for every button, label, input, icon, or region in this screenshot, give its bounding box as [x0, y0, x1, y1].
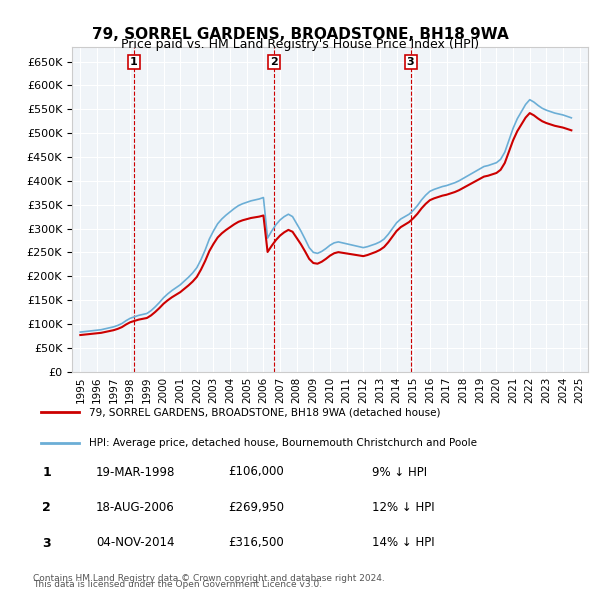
- Text: 14% ↓ HPI: 14% ↓ HPI: [372, 536, 434, 549]
- Text: 79, SORREL GARDENS, BROADSTONE, BH18 9WA (detached house): 79, SORREL GARDENS, BROADSTONE, BH18 9WA…: [89, 407, 441, 417]
- Text: This data is licensed under the Open Government Licence v3.0.: This data is licensed under the Open Gov…: [33, 580, 322, 589]
- Text: 79, SORREL GARDENS, BROADSTONE, BH18 9WA: 79, SORREL GARDENS, BROADSTONE, BH18 9WA: [92, 27, 508, 41]
- Text: HPI: Average price, detached house, Bournemouth Christchurch and Poole: HPI: Average price, detached house, Bour…: [89, 438, 478, 448]
- Text: 18-AUG-2006: 18-AUG-2006: [96, 501, 175, 514]
- Text: £106,000: £106,000: [228, 466, 284, 478]
- Text: £316,500: £316,500: [228, 536, 284, 549]
- Text: 1: 1: [42, 466, 51, 479]
- Text: 3: 3: [407, 57, 415, 67]
- Text: Contains HM Land Registry data © Crown copyright and database right 2024.: Contains HM Land Registry data © Crown c…: [33, 574, 385, 583]
- Text: 12% ↓ HPI: 12% ↓ HPI: [372, 501, 434, 514]
- Text: 3: 3: [42, 537, 51, 550]
- Text: 19-MAR-1998: 19-MAR-1998: [96, 466, 175, 478]
- Text: 1: 1: [130, 57, 137, 67]
- Text: £269,950: £269,950: [228, 501, 284, 514]
- Text: 9% ↓ HPI: 9% ↓ HPI: [372, 466, 427, 478]
- Text: 2: 2: [42, 502, 51, 514]
- Text: 04-NOV-2014: 04-NOV-2014: [96, 536, 175, 549]
- Text: 2: 2: [270, 57, 278, 67]
- Text: Price paid vs. HM Land Registry's House Price Index (HPI): Price paid vs. HM Land Registry's House …: [121, 38, 479, 51]
